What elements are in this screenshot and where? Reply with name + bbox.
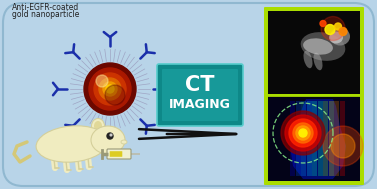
Ellipse shape	[91, 126, 125, 154]
Circle shape	[107, 133, 113, 139]
Circle shape	[110, 134, 112, 136]
FancyBboxPatch shape	[328, 101, 334, 176]
Circle shape	[323, 126, 363, 166]
Circle shape	[321, 16, 345, 40]
FancyBboxPatch shape	[334, 101, 339, 176]
Ellipse shape	[330, 28, 350, 46]
FancyBboxPatch shape	[268, 11, 360, 94]
FancyBboxPatch shape	[110, 151, 122, 157]
Circle shape	[299, 129, 307, 137]
Ellipse shape	[329, 32, 343, 43]
Polygon shape	[290, 99, 346, 179]
Circle shape	[339, 28, 347, 36]
Text: gold nanoparticle: gold nanoparticle	[12, 10, 80, 19]
FancyBboxPatch shape	[307, 101, 311, 176]
Ellipse shape	[94, 121, 102, 131]
Circle shape	[94, 73, 126, 105]
Circle shape	[331, 134, 355, 158]
Ellipse shape	[92, 119, 104, 133]
Ellipse shape	[314, 53, 322, 70]
FancyBboxPatch shape	[340, 101, 345, 176]
Circle shape	[293, 123, 313, 143]
Circle shape	[334, 23, 342, 30]
Text: CT: CT	[185, 75, 215, 95]
FancyBboxPatch shape	[107, 149, 131, 159]
FancyBboxPatch shape	[264, 7, 364, 185]
FancyBboxPatch shape	[312, 101, 317, 176]
FancyBboxPatch shape	[301, 101, 306, 176]
FancyBboxPatch shape	[290, 101, 295, 176]
Circle shape	[96, 75, 108, 87]
Ellipse shape	[36, 126, 108, 162]
Circle shape	[89, 68, 131, 110]
FancyBboxPatch shape	[3, 3, 374, 186]
Circle shape	[105, 85, 125, 105]
Ellipse shape	[121, 140, 127, 144]
Circle shape	[296, 126, 310, 140]
Circle shape	[325, 25, 335, 35]
FancyBboxPatch shape	[317, 101, 322, 176]
Circle shape	[106, 85, 114, 93]
Circle shape	[99, 78, 121, 100]
Ellipse shape	[303, 38, 333, 55]
FancyBboxPatch shape	[268, 96, 360, 181]
Circle shape	[281, 111, 325, 155]
Circle shape	[103, 82, 117, 96]
FancyBboxPatch shape	[323, 101, 328, 176]
Ellipse shape	[303, 51, 313, 68]
Text: IMAGING: IMAGING	[169, 98, 231, 112]
Circle shape	[289, 119, 317, 147]
Ellipse shape	[301, 32, 345, 61]
Circle shape	[320, 20, 326, 26]
Circle shape	[84, 63, 136, 115]
FancyBboxPatch shape	[157, 64, 243, 126]
FancyBboxPatch shape	[296, 101, 300, 176]
FancyBboxPatch shape	[162, 69, 238, 121]
Text: Anti-EGFR-coated: Anti-EGFR-coated	[12, 3, 79, 12]
Circle shape	[285, 115, 321, 151]
